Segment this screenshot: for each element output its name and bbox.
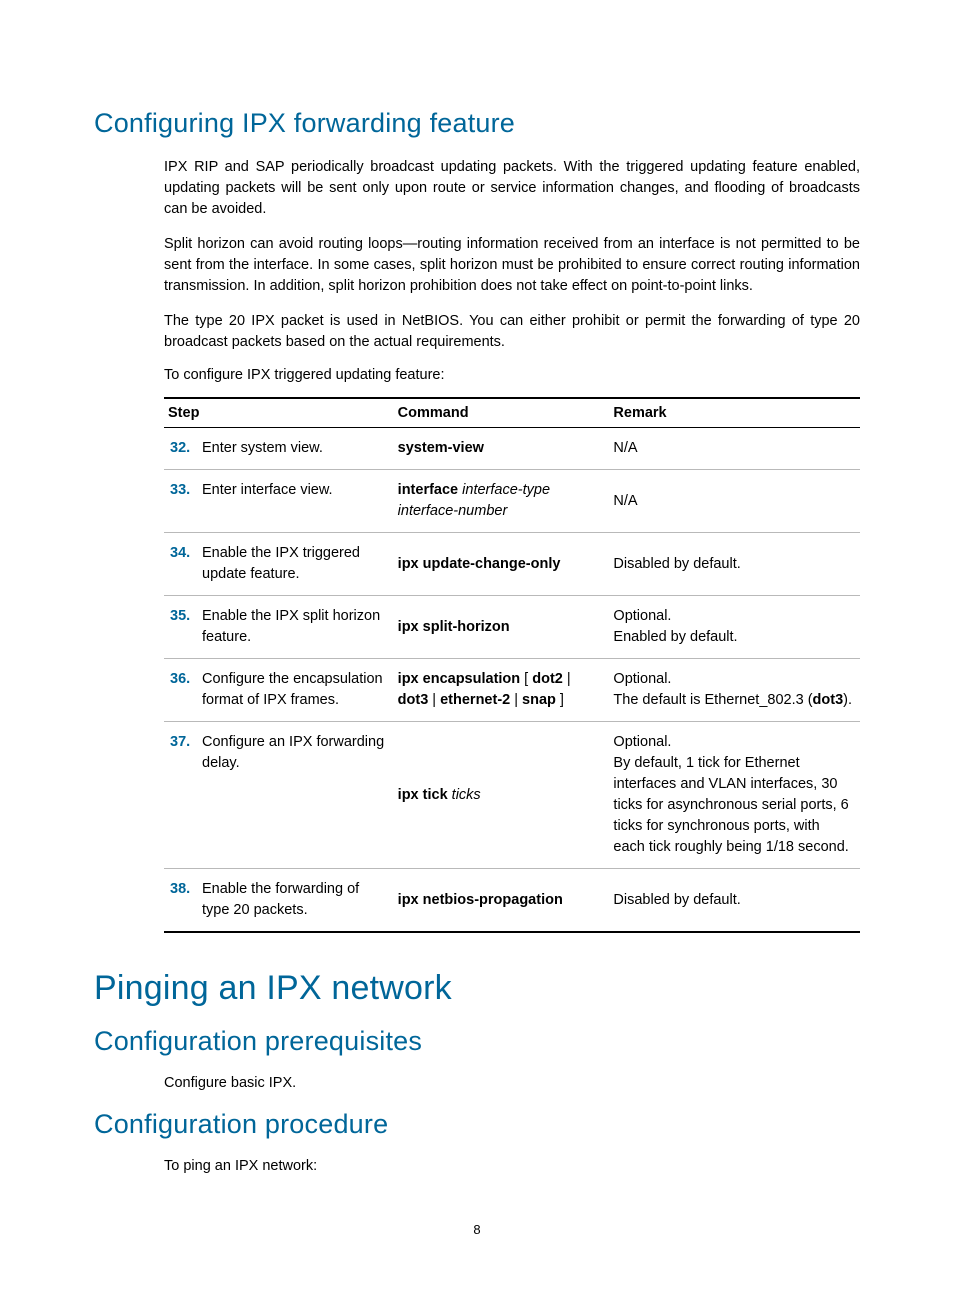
cell-step: 38.Enable the forwarding of type 20 pack… bbox=[164, 869, 394, 933]
cell-step: 37.Configure an IPX forwarding delay. bbox=[164, 722, 394, 869]
major-heading-pinging: Pinging an IPX network bbox=[94, 969, 860, 1008]
step-number: 32. bbox=[168, 438, 202, 459]
procedure-body: To ping an IPX network: bbox=[164, 1158, 860, 1174]
table-header-row: Step Command Remark bbox=[164, 398, 860, 428]
page-number: 8 bbox=[94, 1222, 860, 1237]
step-number: 34. bbox=[168, 543, 202, 585]
section1-body: IPX RIP and SAP periodically broadcast u… bbox=[164, 157, 860, 933]
cell-command: ipx netbios-propagation bbox=[394, 869, 610, 933]
cell-remark: Optional.By default, 1 tick for Ethernet… bbox=[609, 722, 860, 869]
step-number: 37. bbox=[168, 732, 202, 774]
cell-remark: Disabled by default. bbox=[609, 869, 860, 933]
step-text: Enable the IPX triggered update feature. bbox=[202, 543, 386, 585]
th-command: Command bbox=[394, 398, 610, 428]
cell-command: interface interface-type interface-numbe… bbox=[394, 470, 610, 533]
cell-command: ipx split-horizon bbox=[394, 596, 610, 659]
cell-step: 35.Enable the IPX split horizon feature. bbox=[164, 596, 394, 659]
table-row: 35.Enable the IPX split horizon feature.… bbox=[164, 596, 860, 659]
cell-remark: N/A bbox=[609, 470, 860, 533]
section1-para-3: The type 20 IPX packet is used in NetBIO… bbox=[164, 311, 860, 353]
table-row: 32.Enter system view.system-viewN/A bbox=[164, 428, 860, 470]
step-number: 33. bbox=[168, 480, 202, 501]
cell-remark: Disabled by default. bbox=[609, 533, 860, 596]
step-text: Enter system view. bbox=[202, 438, 386, 459]
cell-command: ipx tick ticks bbox=[394, 722, 610, 869]
table-row: 33.Enter interface view.interface interf… bbox=[164, 470, 860, 533]
step-number: 38. bbox=[168, 879, 202, 921]
prereq-text: Configure basic IPX. bbox=[164, 1075, 860, 1091]
step-text: Enable the forwarding of type 20 packets… bbox=[202, 879, 386, 921]
section-heading-forwarding: Configuring IPX forwarding feature bbox=[94, 108, 860, 139]
cell-step: 33.Enter interface view. bbox=[164, 470, 394, 533]
table-row: 38.Enable the forwarding of type 20 pack… bbox=[164, 869, 860, 933]
table-row: 37.Configure an IPX forwarding delay.ipx… bbox=[164, 722, 860, 869]
step-text: Configure the encapsulation format of IP… bbox=[202, 669, 386, 711]
section1-para-1: IPX RIP and SAP periodically broadcast u… bbox=[164, 157, 860, 220]
step-text: Enter interface view. bbox=[202, 480, 386, 501]
cell-command: system-view bbox=[394, 428, 610, 470]
section1-lead: To configure IPX triggered updating feat… bbox=[164, 367, 860, 383]
step-number: 35. bbox=[168, 606, 202, 648]
table-row: 36.Configure the encapsulation format of… bbox=[164, 659, 860, 722]
cell-remark: Optional.Enabled by default. bbox=[609, 596, 860, 659]
cell-command: ipx encapsulation [ dot2 | dot3 | ethern… bbox=[394, 659, 610, 722]
cell-command: ipx update-change-only bbox=[394, 533, 610, 596]
step-text: Configure an IPX forwarding delay. bbox=[202, 732, 386, 774]
step-number: 36. bbox=[168, 669, 202, 711]
cell-remark: N/A bbox=[609, 428, 860, 470]
table-row: 34.Enable the IPX triggered update featu… bbox=[164, 533, 860, 596]
cell-remark: Optional.The default is Ethernet_802.3 (… bbox=[609, 659, 860, 722]
cell-step: 36.Configure the encapsulation format of… bbox=[164, 659, 394, 722]
cell-step: 34.Enable the IPX triggered update featu… bbox=[164, 533, 394, 596]
procedure-text: To ping an IPX network: bbox=[164, 1158, 860, 1174]
th-step: Step bbox=[164, 398, 394, 428]
cell-step: 32.Enter system view. bbox=[164, 428, 394, 470]
step-text: Enable the IPX split horizon feature. bbox=[202, 606, 386, 648]
prereq-body: Configure basic IPX. bbox=[164, 1075, 860, 1091]
section1-para-2: Split horizon can avoid routing loops—ro… bbox=[164, 234, 860, 297]
th-remark: Remark bbox=[609, 398, 860, 428]
section-heading-procedure: Configuration procedure bbox=[94, 1109, 860, 1140]
section-heading-prereq: Configuration prerequisites bbox=[94, 1026, 860, 1057]
config-table: Step Command Remark 32.Enter system view… bbox=[164, 397, 860, 933]
